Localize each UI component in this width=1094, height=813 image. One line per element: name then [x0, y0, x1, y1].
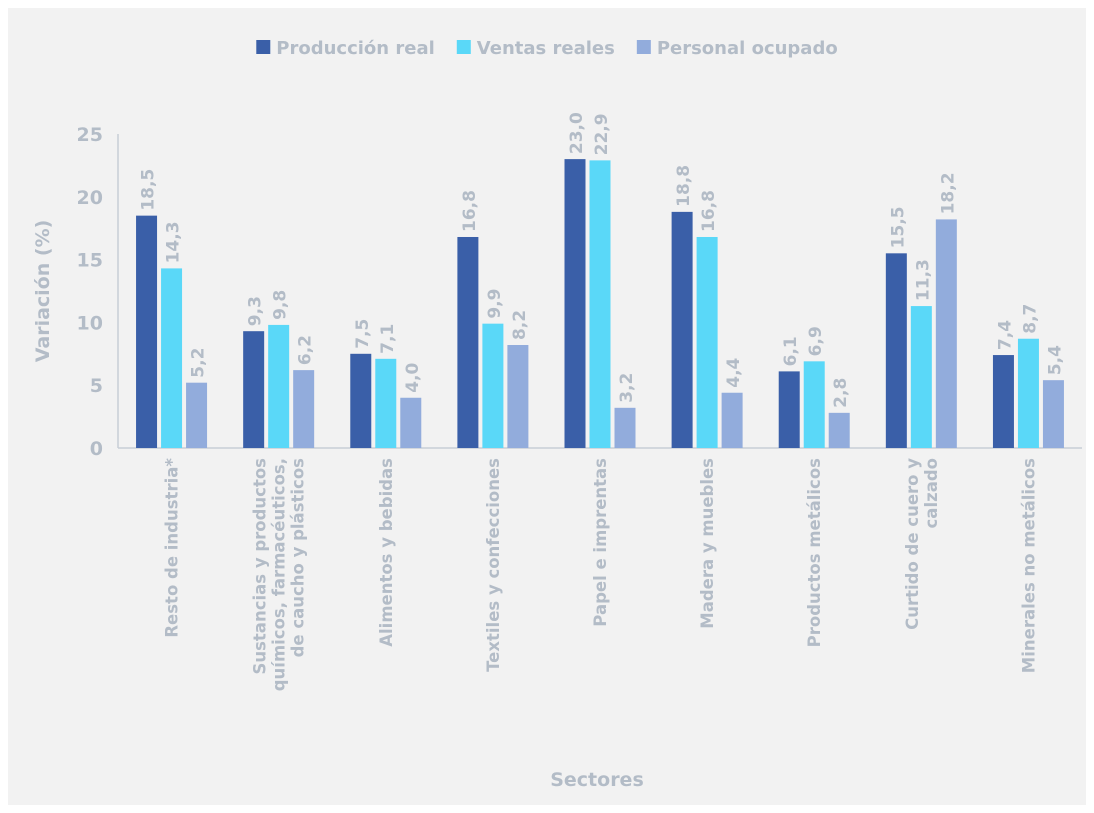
data-label: 15,5 [888, 206, 908, 248]
bars [136, 159, 1064, 448]
bar [293, 370, 315, 448]
data-label: 11,3 [913, 259, 933, 301]
legend-item: Personal ocupado [636, 38, 838, 59]
x-tick-label: Textiles y confecciones [484, 458, 503, 672]
bar [671, 211, 693, 448]
bar [243, 331, 265, 448]
bar [507, 345, 529, 448]
bar [614, 407, 636, 448]
legend-item: Producción real [256, 38, 435, 59]
legend-label: Ventas reales [477, 38, 615, 59]
legend-swatch [456, 40, 471, 54]
data-label: 18,8 [674, 165, 694, 207]
bar [268, 324, 290, 448]
data-label: 23,0 [567, 112, 587, 154]
bar [400, 397, 422, 448]
bar [992, 355, 1014, 448]
x-tick-label: Curtido de cuero ycalzado [903, 458, 941, 630]
data-label: 14,3 [164, 221, 184, 263]
legend-label: Producción real [276, 38, 435, 59]
bar [589, 160, 611, 448]
data-labels: 18,514,3 5,2 9,3 9,86,2 7,5 7,14,0 16,8 9,98,2 2… [139, 112, 1066, 408]
x-tick-label: Alimentos y bebidas [377, 458, 396, 647]
bar [482, 323, 504, 448]
data-label: 9,3 [246, 296, 266, 326]
bar [910, 306, 932, 448]
bar [457, 236, 479, 448]
bar [721, 392, 743, 448]
legend: Producción real Ventas reales Personal ocu… [256, 38, 838, 59]
data-label: 6,9 [806, 326, 826, 356]
x-tick-labels: Resto de industria* Sustancias y producto… [163, 458, 1039, 692]
x-tick-label: Sustancias y productosquímicos, farmacéu… [251, 458, 308, 691]
bar [375, 358, 397, 448]
data-label: 16,8 [699, 190, 719, 232]
x-axis-title: Sectores [550, 769, 644, 791]
bar [186, 382, 208, 448]
data-label: 18,5 [139, 169, 159, 211]
bar [885, 253, 907, 448]
bar [778, 371, 800, 448]
bar [803, 361, 825, 448]
legend-label: Personal ocupado [657, 38, 838, 59]
x-tick-label: Madera y muebles [698, 458, 717, 629]
data-label: 7,4 [995, 320, 1015, 350]
bar [350, 353, 372, 448]
data-label: 5,4 [1045, 345, 1065, 375]
y-tick-label: 5 [90, 375, 103, 397]
x-tick-label: Papel e imprentas [591, 458, 610, 627]
data-label: 2,8 [831, 378, 851, 408]
bar [1017, 338, 1039, 448]
data-label: 6,1 [781, 336, 801, 366]
data-label: 16,8 [460, 190, 480, 232]
data-label: 4,4 [724, 357, 744, 387]
bar [564, 159, 586, 448]
x-tick-label: Minerales no metálicos [1019, 458, 1038, 673]
legend-item: Ventas reales [456, 38, 615, 59]
bar [935, 219, 957, 448]
x-tick-label: Resto de industria* [163, 458, 182, 638]
bar [136, 215, 158, 448]
y-axis-title: Variación (%) [32, 220, 54, 363]
data-label: 18,2 [938, 172, 958, 214]
data-label: 9,9 [485, 289, 505, 319]
x-tick-label: Productos metálicos [805, 458, 824, 648]
data-label: 3,2 [617, 373, 637, 403]
bar [161, 268, 183, 448]
bar [828, 412, 850, 448]
legend-swatch [256, 40, 271, 54]
data-label: 22,9 [592, 113, 612, 155]
data-label: 7,5 [353, 319, 373, 349]
data-label: 5,2 [189, 348, 209, 378]
data-label: 9,8 [271, 290, 291, 320]
legend-swatch [636, 40, 651, 54]
bar [696, 236, 718, 448]
data-label: 8,7 [1020, 304, 1040, 334]
data-label: 8,2 [510, 310, 530, 340]
y-tick-label: 20 [77, 187, 103, 209]
y-tick-label: 15 [77, 250, 103, 272]
y-tick-label: 10 [77, 312, 103, 334]
y-tick-labels: 0 5 10 15 20 25 [77, 124, 103, 460]
data-label: 6,2 [296, 335, 316, 365]
y-tick-label: 25 [77, 124, 103, 146]
data-label: 7,1 [378, 324, 398, 354]
bar [1042, 380, 1064, 448]
data-label: 4,0 [403, 362, 423, 392]
y-tick-label: 0 [90, 438, 103, 460]
